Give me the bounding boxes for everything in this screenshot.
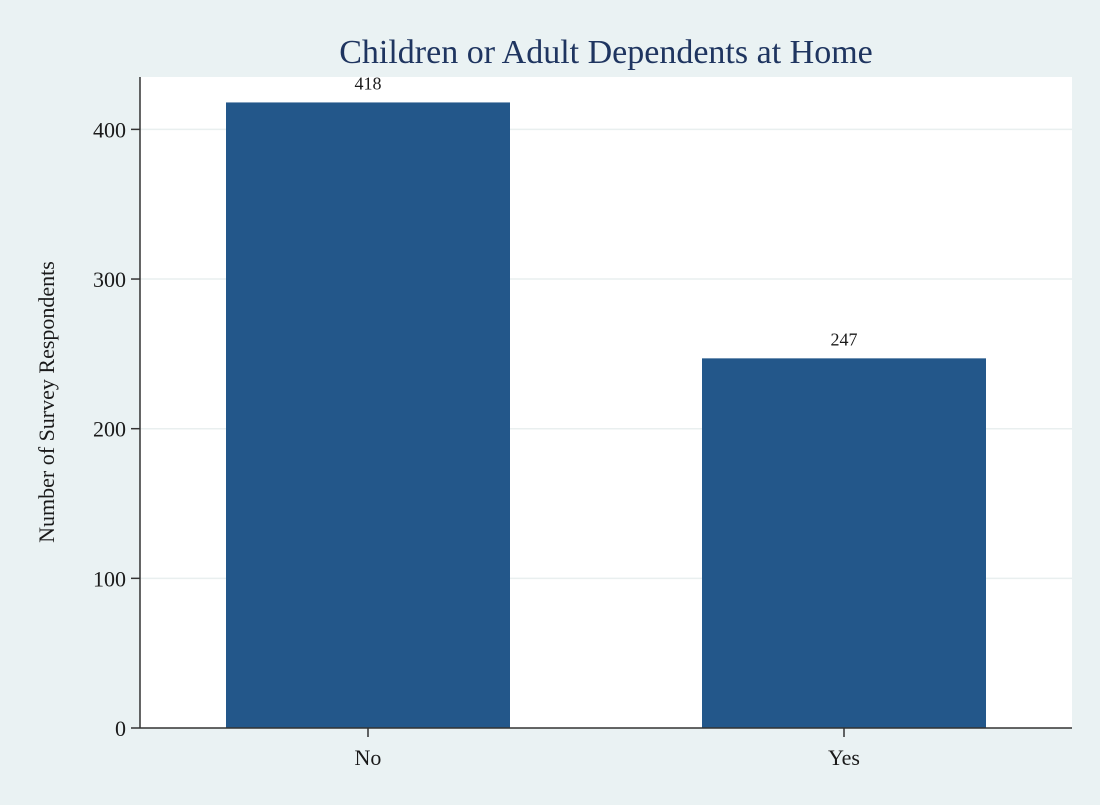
bar-value-labels: 418 247 [355, 73, 858, 349]
x-axis-ticks: No Yes [355, 728, 860, 770]
y-tick-label: 400 [93, 117, 126, 142]
chart-title: Children or Adult Dependents at Home [339, 34, 873, 71]
y-tick-label: 200 [93, 417, 126, 442]
y-axis-label: Number of Survey Respondents [34, 261, 59, 543]
x-tick-label: Yes [828, 745, 860, 770]
bars [226, 102, 986, 728]
bar-no [226, 102, 510, 728]
bar-value-label: 247 [831, 329, 858, 349]
y-axis-ticks: 0 100 200 300 400 [93, 117, 140, 741]
y-tick-label: 100 [93, 566, 126, 591]
bar-yes [702, 358, 986, 728]
bar-value-label: 418 [355, 73, 382, 93]
x-tick-label: No [355, 745, 382, 770]
y-tick-label: 0 [115, 716, 126, 741]
y-tick-label: 300 [93, 267, 126, 292]
